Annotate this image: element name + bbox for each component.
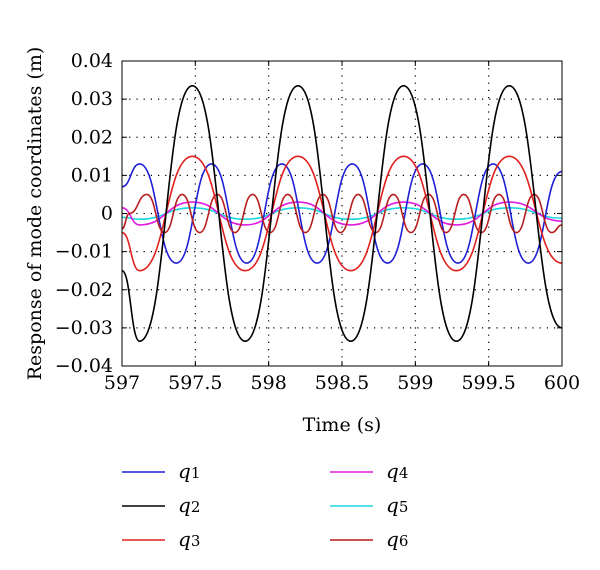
x-tick-label: 597	[104, 372, 140, 394]
series-q6-line	[121, 193, 563, 234]
series-q3-line	[121, 155, 563, 272]
y-tick-label: −0.01	[55, 241, 113, 263]
y-tick-label: −0.03	[55, 317, 113, 339]
series-q1-line	[121, 163, 563, 264]
legend: q1 q2 q3 q4 q5 q6	[122, 459, 408, 551]
y-tick-label: 0.03	[71, 88, 113, 110]
series-q2-line	[121, 84, 563, 343]
grid-lines	[122, 61, 562, 366]
legend-label-q5: q5	[386, 493, 408, 517]
legend-label-q6: q6	[386, 527, 408, 551]
x-tick-label: 598	[251, 372, 287, 394]
y-tick-label: −0.02	[55, 279, 113, 301]
y-tick-label: −0.04	[55, 355, 113, 377]
legend-label-q3: q3	[178, 527, 200, 551]
series-lines	[121, 84, 563, 343]
x-tick-label: 599.5	[461, 372, 515, 394]
y-tick-label: 0.04	[71, 50, 113, 72]
x-tick-label: 599	[397, 372, 433, 394]
axis-ticks: 597 597.5 598 598.5 599 599.5 600 −0.04 −0.03 −0.…	[55, 50, 580, 394]
legend-label-q2: q2	[178, 493, 200, 517]
x-tick-label: 598.5	[315, 372, 369, 394]
y-tick-label: 0	[101, 203, 113, 225]
y-axis-label: Response of mode coordinates (m)	[24, 47, 46, 381]
x-tick-label: 600	[544, 372, 580, 394]
y-tick-label: 0.01	[71, 164, 113, 186]
y-tick-label: 0.02	[71, 126, 113, 148]
x-tick-label: 597.5	[168, 372, 222, 394]
x-axis-label: Time (s)	[303, 414, 382, 436]
legend-label-q4: q4	[386, 459, 408, 483]
legend-label-q1: q1	[178, 459, 200, 483]
